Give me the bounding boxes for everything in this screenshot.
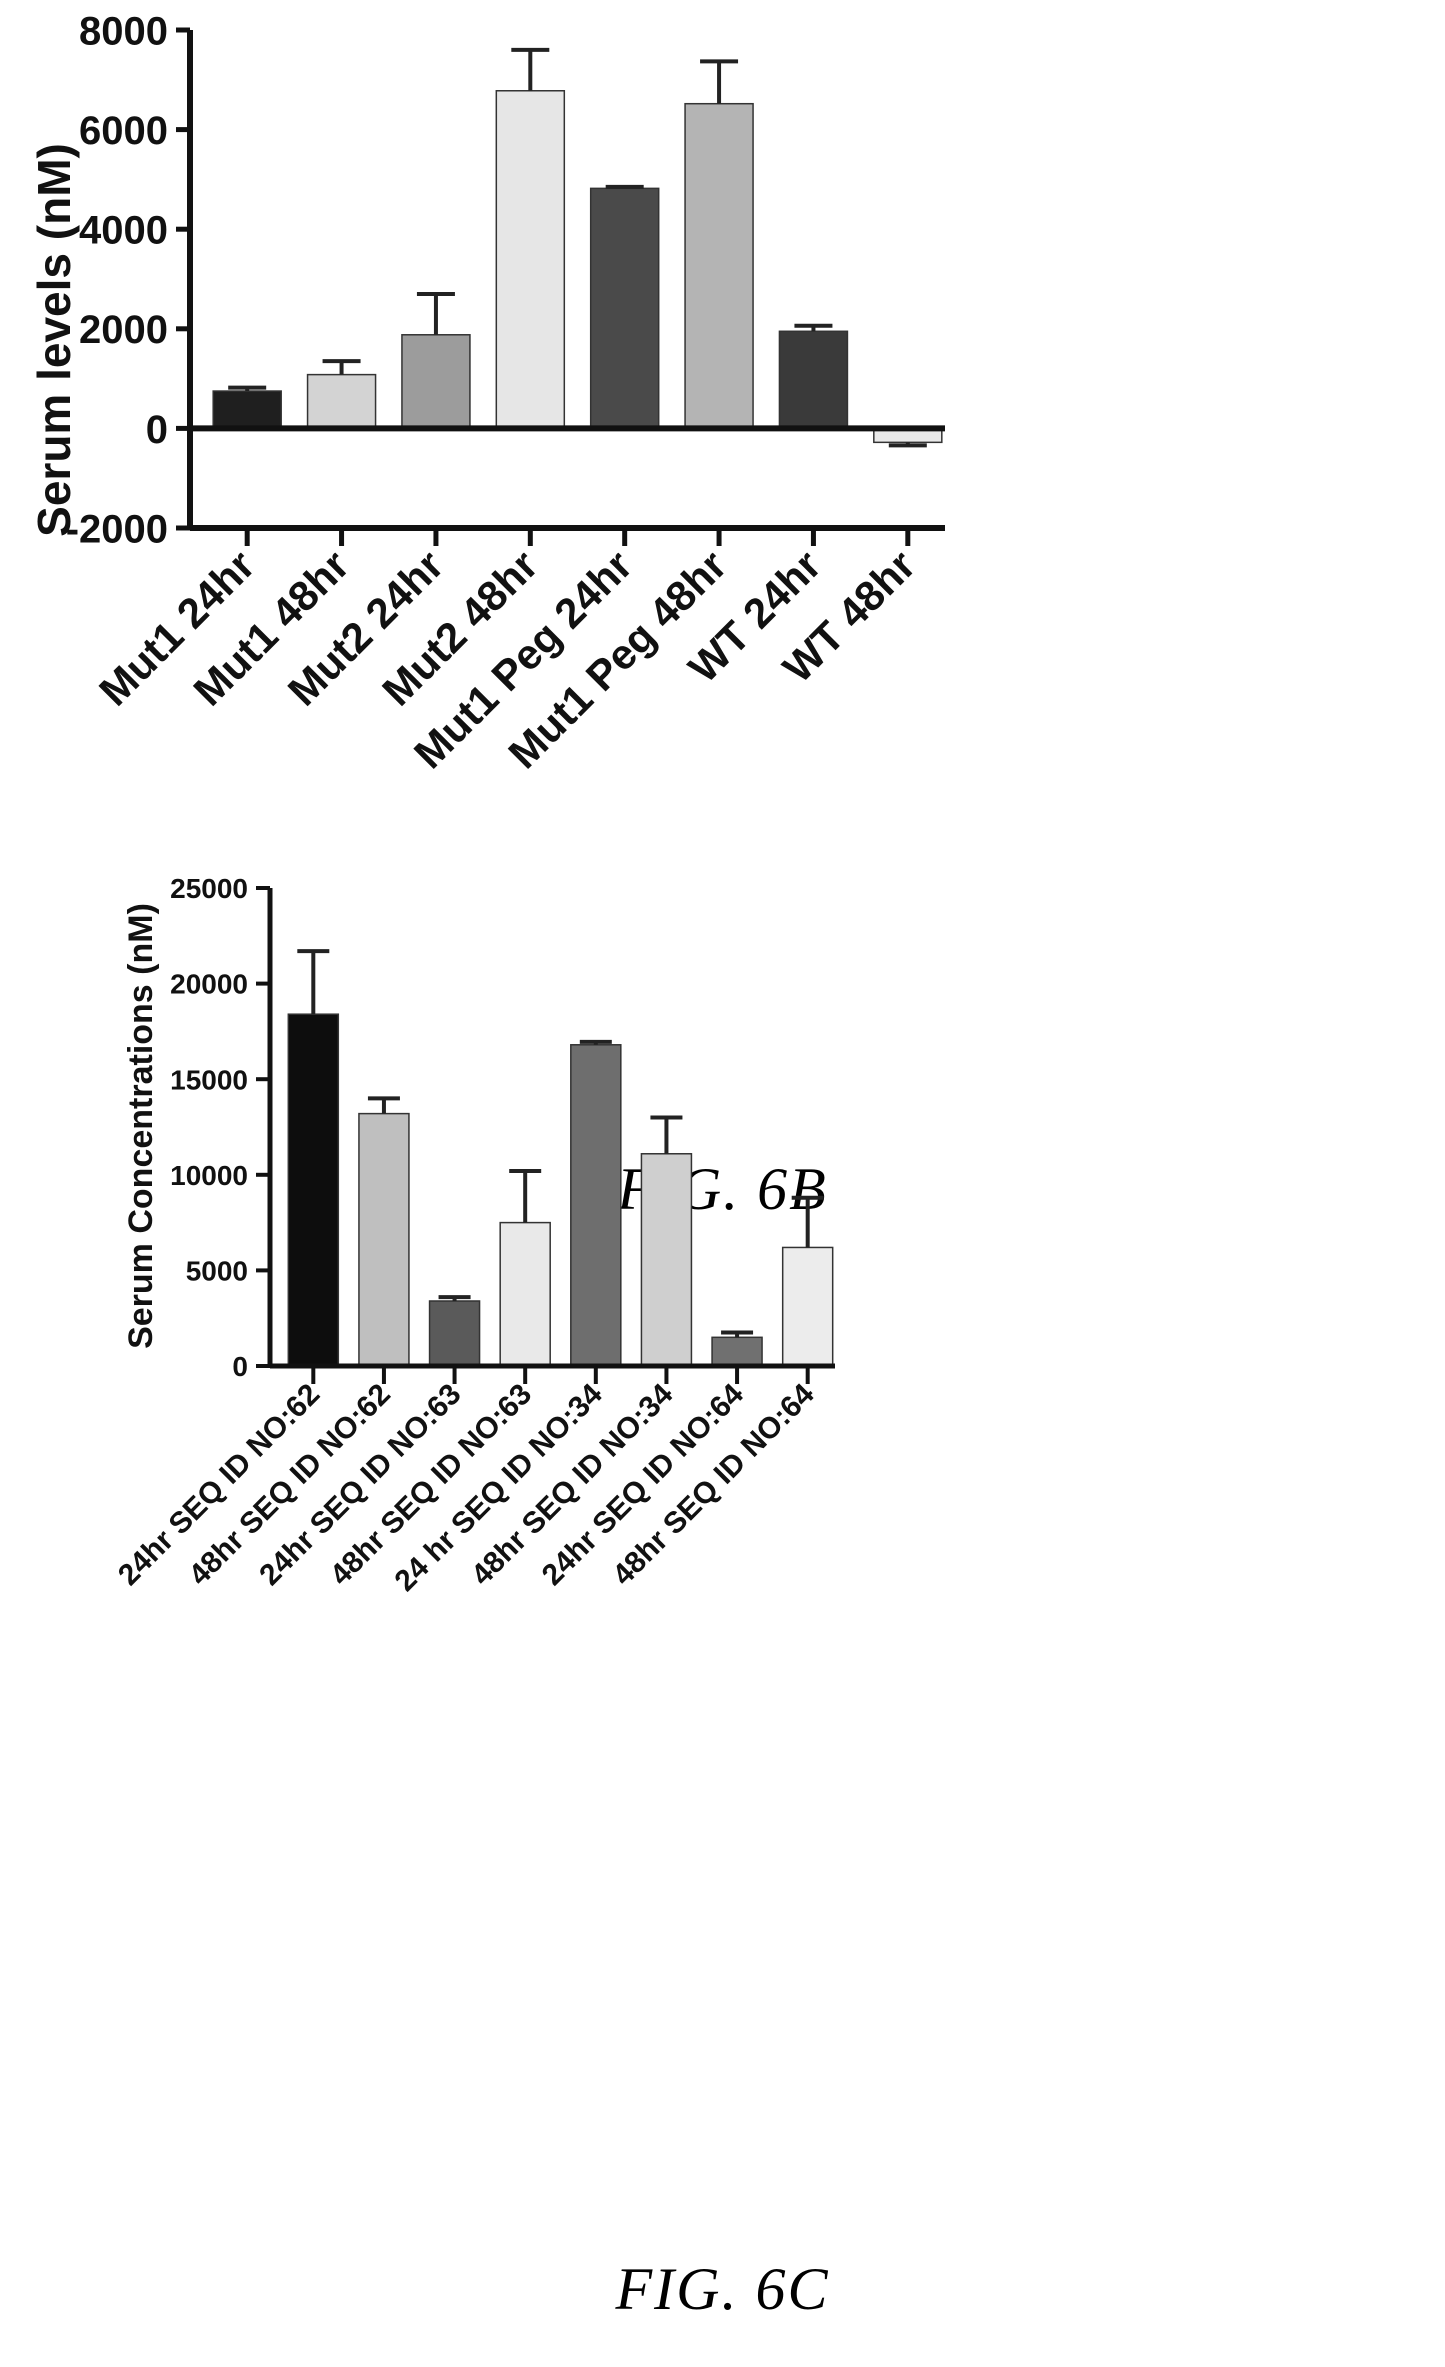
y-axis-label: Serum Concentrations (nM) bbox=[122, 903, 160, 1349]
y-tick-label: 5000 bbox=[186, 1255, 248, 1286]
bar bbox=[428, 1300, 481, 1367]
bar bbox=[684, 102, 754, 430]
y-tick-label: -2000 bbox=[66, 507, 168, 551]
bar bbox=[499, 1221, 551, 1367]
bar bbox=[358, 1112, 410, 1367]
y-axis-label: Serum levels (nM) bbox=[28, 143, 80, 537]
bar bbox=[778, 330, 849, 430]
y-tick-label: 2000 bbox=[79, 308, 168, 352]
y-tick-label: 15000 bbox=[170, 1064, 248, 1095]
y-tick-label: 10000 bbox=[170, 1160, 248, 1191]
y-tick-label: 6000 bbox=[79, 109, 168, 153]
y-tick-label: 20000 bbox=[170, 969, 248, 1000]
bar bbox=[781, 1246, 834, 1367]
y-tick-label: 0 bbox=[232, 1351, 248, 1382]
bar bbox=[287, 1013, 340, 1367]
bar bbox=[306, 373, 377, 430]
chart-fig-6c: Serum Concentrations (nM) 25000 20000 1500… bbox=[112, 873, 835, 1598]
y-tick-label: 0 bbox=[146, 408, 168, 452]
figure-caption-6c: FIG. 6C bbox=[615, 2256, 830, 2322]
y-tick-label: 25000 bbox=[170, 873, 248, 904]
bar bbox=[640, 1153, 693, 1367]
bar bbox=[589, 187, 660, 430]
bar bbox=[401, 334, 471, 430]
y-tick-label: 4000 bbox=[79, 209, 168, 253]
bar bbox=[495, 90, 566, 430]
chart-fig-6b: Serum levels (nM) 8000 6000 4000 2000 0 -2000… bbox=[28, 9, 945, 777]
bar bbox=[570, 1044, 622, 1367]
y-tick-label: 8000 bbox=[79, 9, 168, 53]
bar bbox=[711, 1336, 763, 1367]
